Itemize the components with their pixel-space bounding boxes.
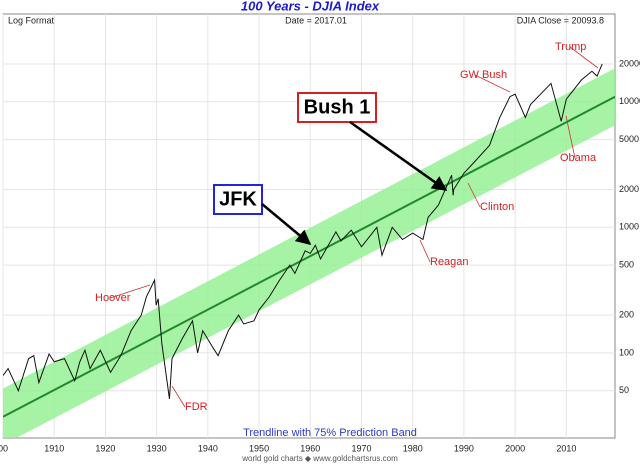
- x-tick-label: 1950: [249, 443, 269, 453]
- x-tick-label: 1930: [147, 443, 167, 453]
- annotation-arrow: [261, 203, 312, 245]
- y-tick-label: 50: [619, 385, 629, 395]
- annotation: Trump: [555, 41, 586, 53]
- annotation-pointer: [569, 46, 599, 69]
- x-tick-label: 1910: [44, 443, 64, 453]
- annotation: FDR: [185, 401, 208, 413]
- annotation-arrow: [349, 120, 448, 192]
- annotation: Bush 1: [304, 96, 371, 118]
- annotation-pointer: [565, 115, 576, 159]
- y-tick-label: 200: [619, 309, 634, 319]
- format-label: Log Format: [8, 15, 55, 25]
- x-tick-label: 1970: [351, 443, 371, 453]
- annotation-pointer: [467, 182, 481, 208]
- y-tick-label: 10000: [619, 96, 640, 106]
- x-tick-label: 2010: [556, 443, 576, 453]
- djia-line: [3, 63, 603, 399]
- annotation: Hoover: [95, 292, 131, 304]
- annotation: JFK: [219, 188, 257, 210]
- annotation: Obama: [560, 152, 597, 164]
- x-tick-label: 1940: [198, 443, 218, 453]
- x-tick-label: 2000: [505, 443, 525, 453]
- annotation: Clinton: [480, 201, 514, 213]
- x-tick-label: 00: [0, 443, 8, 453]
- source: world gold charts ◆ www.goldchartsrus.co…: [241, 454, 398, 463]
- annotation: GW Bush: [460, 69, 507, 81]
- x-tick-label: 1980: [403, 443, 423, 453]
- date-label: Date = 2017.01: [285, 15, 347, 25]
- close-label: DJIA Close = 20093.8: [517, 15, 604, 25]
- y-tick-label: 2000: [619, 184, 639, 194]
- y-tick-label: 100: [619, 347, 634, 357]
- x-tick-label: 1960: [300, 443, 320, 453]
- x-tick-label: 1990: [454, 443, 474, 453]
- x-tick-label: 1920: [95, 443, 115, 453]
- trendline-label: Trendline with 75% Prediction Band: [243, 427, 417, 439]
- y-tick-label: 500: [619, 260, 634, 270]
- annotation-pointer: [109, 284, 151, 299]
- y-tick-label: 1000: [619, 222, 639, 232]
- trend-line: [3, 95, 615, 418]
- annotation-pointer: [171, 385, 186, 408]
- annotations: Hoover FDR Reagan Clinton GW Bush Obama Trump J…: [95, 41, 599, 413]
- annotation: Reagan: [430, 256, 469, 268]
- chart-title: 100 Years - DJIA Index: [241, 0, 380, 13]
- y-tick-label: 5000: [619, 134, 639, 144]
- annotation-box: [297, 92, 377, 123]
- annotation-pointer: [474, 74, 511, 93]
- annotation-box: [213, 184, 263, 215]
- annotation-pointer: [419, 239, 431, 263]
- plot: [3, 63, 615, 438]
